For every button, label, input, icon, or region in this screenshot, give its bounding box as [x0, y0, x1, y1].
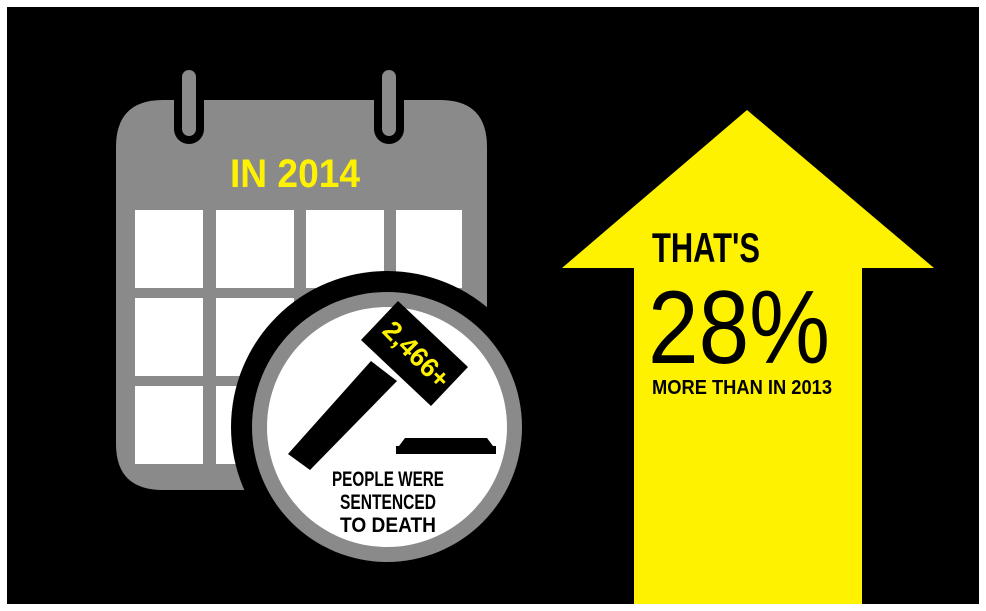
up-arrow-icon [562, 110, 934, 604]
percent-value: 28% [648, 270, 830, 386]
gavel-icon [288, 301, 496, 470]
arrow-lead-text: THAT'S [652, 224, 760, 271]
arrow-caption: MORE THAN IN 2013 [652, 377, 832, 399]
badge-line-2: SENTENCED [340, 491, 436, 514]
badge-line-1: PEOPLE WERE [332, 468, 444, 491]
calendar-year-label: IN 2014 [230, 152, 361, 196]
sound-block [399, 438, 493, 446]
badge-line-3: TO DEATH [340, 514, 436, 537]
